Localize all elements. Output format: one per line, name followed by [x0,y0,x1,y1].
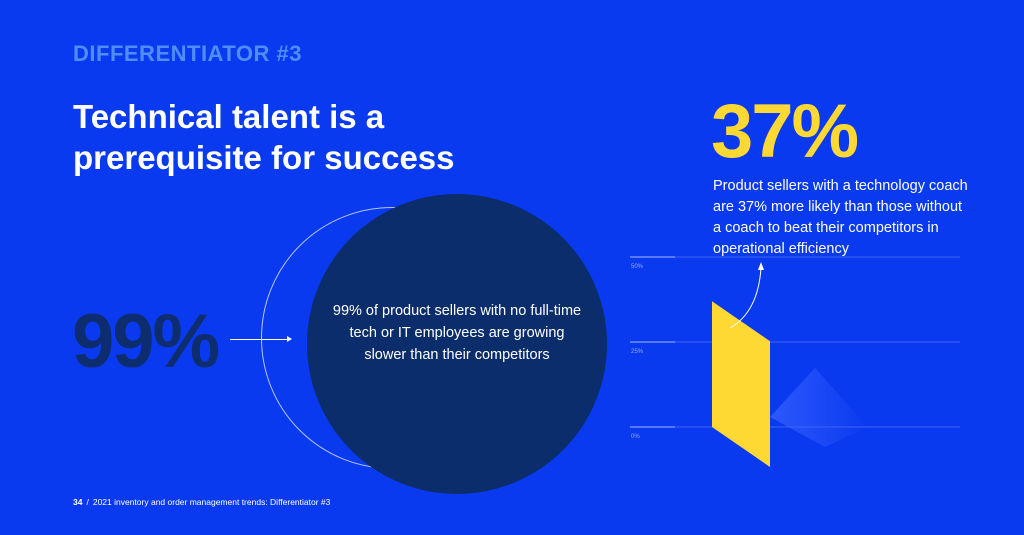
y-tick-label: 0% [631,434,640,440]
callout-arrow-head-icon [758,262,764,270]
bar [712,301,770,467]
y-tick-label: 50% [631,264,644,270]
arrow-head-icon [287,336,292,342]
right-stat-description: Product sellers with a technology coach … [713,178,968,257]
left-stat-value: 99% [72,299,220,384]
page-title: Technical talent is a prerequisite for s… [73,98,455,176]
footer-text: 2021 inventory and order management tren… [92,497,331,507]
footer-separator: / [86,497,89,507]
right-stat-value: 37% [711,89,859,174]
y-tick-label: 25% [631,349,644,355]
footer: 34/2021 inventory and order management t… [73,497,330,507]
left-stat-description: 99% of product sellers with no full-time… [332,303,582,363]
eyebrow-label: DIFFERENTIATOR #3 [73,41,302,66]
bar-chart: 50% 25% 0% [630,256,960,467]
bar-shadow [770,368,868,447]
stat-circle [307,194,607,494]
arrow-line [230,339,290,340]
page-number: 34 [73,497,83,507]
callout-arrow-curve [729,267,762,329]
